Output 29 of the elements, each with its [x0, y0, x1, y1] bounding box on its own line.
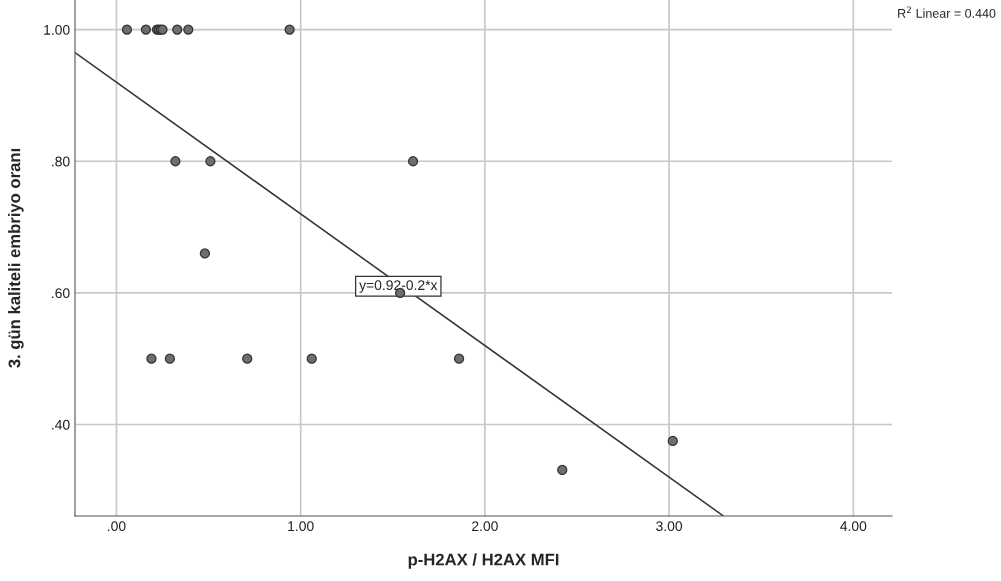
y-tick-label: .40 — [52, 419, 70, 430]
annotation: y=0.92-0.2*x — [359, 280, 438, 293]
x-tick-label: 3.00 — [656, 521, 683, 532]
point — [164, 353, 175, 364]
y-tick-label: .60 — [52, 288, 70, 299]
x-tick-label: 1.00 — [288, 521, 314, 532]
point — [453, 353, 465, 364]
point — [242, 353, 253, 364]
y-tick-label: .80 — [52, 156, 70, 167]
point — [121, 24, 133, 35]
point — [284, 24, 295, 35]
point — [557, 464, 568, 476]
point — [146, 353, 157, 364]
point — [199, 248, 210, 259]
point — [172, 24, 183, 35]
point — [183, 24, 194, 35]
y-tick-label: 1.00 — [44, 24, 70, 35]
point — [667, 435, 678, 447]
point — [170, 156, 181, 167]
text: R$^{2}$ Linear = 0.440 — [898, 6, 996, 18]
y-axis-title: 3. gün kaliteli embriyo oranı — [8, 148, 24, 368]
x-tick-label: 2.00 — [472, 521, 498, 532]
point — [407, 156, 419, 167]
point — [205, 156, 216, 167]
point — [306, 353, 317, 364]
x-tick-label: .00 — [108, 521, 126, 532]
x-axis-title: p-H2AX / H2AX MFI — [408, 553, 559, 569]
point — [140, 24, 152, 35]
x-tick-label: 4.00 — [840, 521, 867, 532]
